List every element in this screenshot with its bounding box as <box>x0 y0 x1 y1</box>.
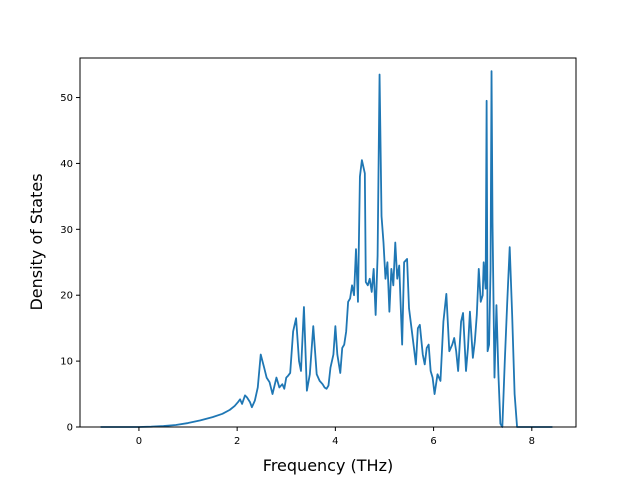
x-tick-label: 2 <box>234 436 240 447</box>
x-tick-label: 6 <box>430 436 436 447</box>
y-axis-label: Density of States <box>27 173 46 310</box>
x-axis-label: Frequency (THz) <box>263 456 393 475</box>
y-tick-label: 10 <box>60 357 73 368</box>
y-tick-label: 0 <box>67 423 73 434</box>
y-tick-label: 40 <box>60 159 73 170</box>
x-tick-label: 8 <box>529 436 535 447</box>
plot-area <box>100 70 553 428</box>
y-tick-label: 50 <box>60 93 73 104</box>
x-axis: 0 2 4 6 8 <box>136 427 535 447</box>
y-axis: 0 10 20 30 40 50 <box>60 93 80 434</box>
y-tick-label: 30 <box>60 225 73 236</box>
axes-frame <box>79 57 577 428</box>
x-tick-label: 0 <box>136 436 142 447</box>
y-tick-label: 20 <box>60 291 73 302</box>
x-tick-label: 4 <box>332 436 338 447</box>
series-line <box>100 70 553 428</box>
